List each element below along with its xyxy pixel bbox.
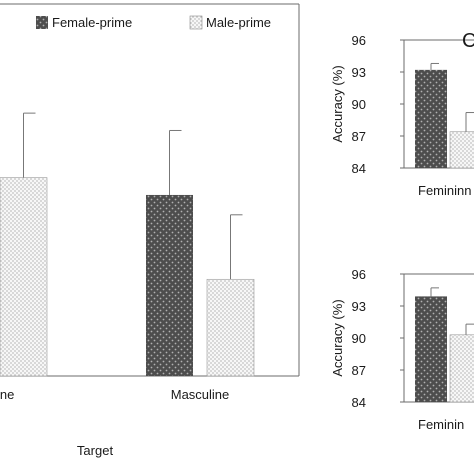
main-bar-male-2	[206, 278, 255, 377]
panel-c-y-tick-label: 93	[352, 65, 366, 80]
legend-male-label: Male-prime	[206, 15, 271, 30]
panel-bottom-bar-male-1	[449, 334, 474, 403]
panel-c-y-axis-title: Accuracy (%)	[330, 65, 345, 142]
panel-bottom-y-tick-label: 84	[352, 395, 366, 410]
panel-bottom-y-axis-title: Accuracy (%)	[330, 299, 345, 376]
panel-bottom-y-tick-label: 90	[352, 331, 366, 346]
main-error-bar-female-2	[169, 129, 182, 195]
panel-c-y-tick-label: 87	[352, 129, 366, 144]
panel-c-letter: C	[462, 30, 474, 52]
panel-c-ticks: 84 87 90 93 96	[352, 33, 404, 176]
panel-bottom-ticks: 84 87 90 93 96	[352, 267, 404, 410]
panel-c: Accuracy (%) 84 87 90 93 96 C Femininn	[330, 30, 474, 198]
legend-female-swatch	[36, 16, 48, 29]
panel-bottom-category-label: Feminin	[418, 417, 464, 432]
panel-bottom: Accuracy (%) 84 87 90 93 96 Feminin	[330, 267, 474, 432]
panel-bottom-y-tick-label: 87	[352, 363, 366, 378]
main-category-label-1: ine	[0, 387, 14, 402]
main-bar-male-1	[0, 177, 48, 377]
legend-male-swatch	[189, 15, 203, 30]
panel-c-y-tick-label: 84	[352, 161, 366, 176]
panel-c-bars	[415, 62, 474, 169]
panel-c-y-tick-label: 90	[352, 97, 366, 112]
legend-female-label: Female-prime	[52, 15, 132, 30]
main-x-axis-title: Target	[77, 443, 114, 458]
panel-bottom-error-bar-male-1	[465, 323, 474, 335]
main-panel: Female-prime Male-prime ine Masculine Ta…	[0, 3, 300, 458]
panel-c-bar-male-1	[449, 131, 474, 169]
panel-bottom-bars	[415, 287, 474, 403]
panel-bottom-y-tick-label: 93	[352, 299, 366, 314]
panel-c-bar-female-1	[415, 69, 447, 168]
panel-bottom-error-bar-female-1	[430, 287, 439, 297]
main-category-label-2: Masculine	[171, 387, 230, 402]
main-error-bar-male-2	[230, 214, 243, 280]
panel-bottom-bar-female-1	[415, 296, 447, 402]
panel-c-error-bar-female-1	[430, 62, 439, 70]
panel-c-error-bar-male-1	[465, 112, 474, 132]
main-bars	[0, 112, 255, 377]
panel-c-y-tick-label: 96	[352, 33, 366, 48]
main-bar-female-2	[146, 194, 193, 376]
panel-c-category-label: Femininn	[418, 183, 471, 198]
main-error-bar-male-1	[23, 112, 36, 178]
panel-bottom-y-tick-label: 96	[352, 267, 366, 282]
